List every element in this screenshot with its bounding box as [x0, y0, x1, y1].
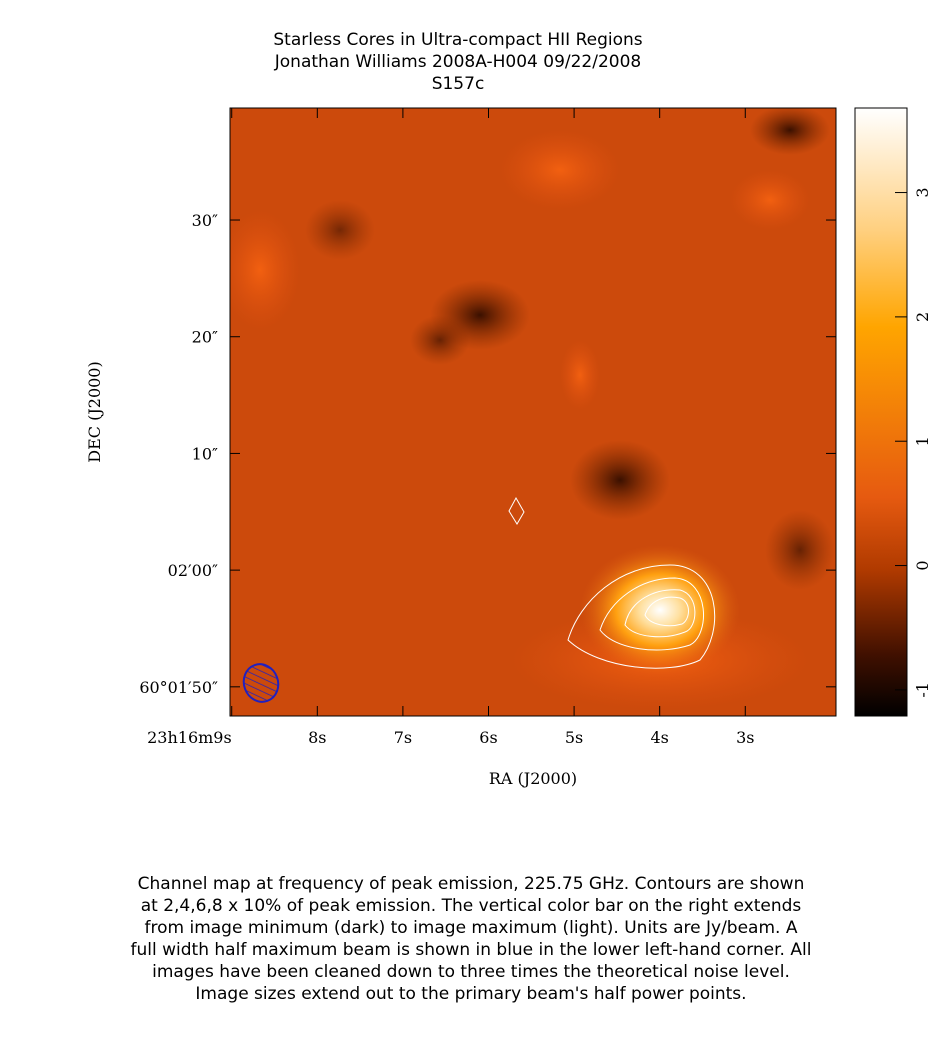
colorbar-tick-label: 0	[913, 560, 931, 570]
chart-title: Jonathan Williams 2008A-H004 09/22/2008	[274, 52, 641, 72]
y-tick-label: 60°01′50″	[139, 678, 218, 697]
caption-line: at 2,4,6,8 x 10% of peak emission. The v…	[141, 896, 802, 916]
y-tick-label: 30″	[192, 211, 218, 230]
map-frame	[229, 107, 837, 717]
caption-line: from image minimum (dark) to image maxim…	[145, 918, 798, 938]
caption-line: full width half maximum beam is shown in…	[131, 940, 812, 960]
colorbar	[854, 107, 908, 717]
colorbar-tick-label: 2	[913, 312, 931, 322]
x-tick-label: 4s	[650, 728, 668, 747]
title-block: Starless Cores in Ultra-compact HII Regi…	[273, 30, 642, 94]
map-image	[230, 108, 836, 716]
x-tick-label: 23h16m9s	[147, 728, 232, 747]
caption-line: images have been cleaned down to three t…	[152, 962, 790, 982]
caption-line: Channel map at frequency of peak emissio…	[138, 874, 805, 894]
x-axis-label: RA (J2000)	[489, 769, 577, 788]
colorbar-tick-label: -1	[913, 682, 931, 698]
y-tick-label: 20″	[192, 328, 218, 347]
colorbar-tick-label: 1	[913, 436, 931, 446]
y-axis-label: DEC (J2000)	[85, 361, 104, 462]
x-tick-label: 5s	[565, 728, 583, 747]
x-tick-label: 3s	[736, 728, 754, 747]
y-tick-label: 02′00″	[168, 561, 218, 580]
x-tick-label: 8s	[308, 728, 326, 747]
x-tick-label: 6s	[479, 728, 497, 747]
x-tick-label: 7s	[394, 728, 412, 747]
chart-title: Starless Cores in Ultra-compact HII Regi…	[273, 30, 642, 50]
axes: 23h16m9s 8s 7s 6s 5s 4s 3s60°01′50″02′00″10″20…	[85, 108, 931, 1004]
chart-title: S157c	[432, 74, 485, 94]
y-tick-label: 10″	[192, 444, 218, 463]
caption-line: Image sizes extend out to the primary be…	[195, 984, 746, 1004]
colorbar-tick-label: 3	[913, 187, 931, 197]
